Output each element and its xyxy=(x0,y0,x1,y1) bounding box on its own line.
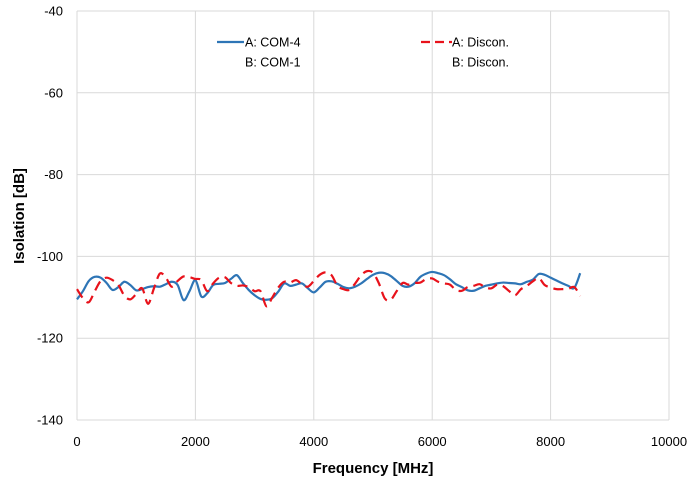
x-tick-label: 2000 xyxy=(181,434,210,449)
x-axis-title: Frequency [MHz] xyxy=(313,460,434,477)
x-tick-label: 4000 xyxy=(299,434,328,449)
y-tick-label: -100 xyxy=(37,249,63,264)
x-tick-label: 6000 xyxy=(418,434,447,449)
y-tick-label: -40 xyxy=(44,4,63,19)
series-lines xyxy=(76,269,582,308)
legend: A: COM-4 B: COM-1 A: Discon. B: Discon. xyxy=(217,36,509,70)
y-axis-title: Isolation [dB] xyxy=(11,168,28,264)
legend-label-discon-a: A: Discon. xyxy=(452,36,509,50)
y-tick-label: -140 xyxy=(37,413,63,428)
legend-label-com4-b: B: COM-1 xyxy=(245,56,301,70)
x-tick-label: 8000 xyxy=(536,434,565,449)
series-line-com4-com1 xyxy=(76,270,582,302)
gridlines xyxy=(76,10,670,421)
y-tick-label: -80 xyxy=(44,167,63,182)
x-tick-labels: 0 2000 4000 6000 8000 10000 xyxy=(73,434,687,449)
legend-label-discon-b: B: Discon. xyxy=(452,56,509,70)
series-line-discon xyxy=(76,269,582,308)
y-tick-labels: -40 -60 -80 -100 -120 -140 xyxy=(37,4,63,428)
x-tick-label: 0 xyxy=(73,434,80,449)
y-tick-label: -120 xyxy=(37,331,63,346)
legend-label-com4-a: A: COM-4 xyxy=(245,36,301,50)
x-tick-label: 10000 xyxy=(651,434,687,449)
y-tick-label: -60 xyxy=(44,85,63,100)
